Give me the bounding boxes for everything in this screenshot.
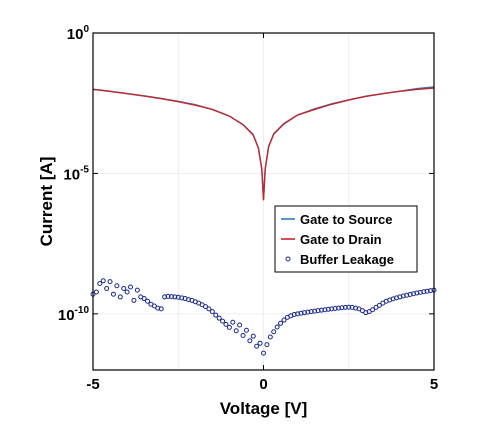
data-point [274, 324, 280, 330]
legend: Gate to Source Gate to Drain Buffer Leakag… [274, 205, 418, 273]
y-tick-base: 10 [67, 26, 84, 43]
data-point [250, 333, 256, 339]
tick-marks [92, 32, 435, 370]
data-point [278, 320, 284, 326]
data-point [308, 309, 314, 315]
data-point [376, 302, 382, 308]
y-tick-exponent: 0 [83, 24, 89, 35]
data-point [322, 307, 328, 313]
data-point [329, 306, 335, 312]
legend-label: Gate to Drain [300, 232, 382, 247]
y-tick-exponent: -5 [80, 164, 89, 175]
data-point [100, 278, 106, 284]
data-point [114, 283, 120, 289]
data-point [203, 304, 209, 310]
data-point [124, 289, 130, 295]
data-point [295, 311, 301, 317]
data-point [424, 288, 430, 294]
data-point [121, 285, 127, 291]
data-point [421, 289, 427, 295]
data-point [291, 311, 297, 317]
data-point [271, 329, 277, 335]
data-point [428, 288, 434, 294]
data-point [342, 304, 348, 310]
legend-marker-swatch [285, 256, 291, 262]
x-tick-label: -5 [86, 376, 99, 393]
data-point [243, 327, 249, 333]
data-point [97, 281, 103, 287]
series-gate-to-drain [92, 87, 435, 201]
data-point [220, 318, 226, 324]
x-tick-label: 5 [430, 376, 438, 393]
data-point [257, 340, 263, 346]
data-point [318, 307, 324, 313]
legend-label: Buffer Leakage [300, 252, 394, 267]
legend-box [274, 205, 418, 273]
y-tick-base: 10 [58, 307, 75, 324]
data-point [336, 305, 342, 311]
data-point [223, 321, 229, 327]
grid [93, 32, 434, 370]
data-point [298, 310, 304, 316]
legend-label: Gate to Source [300, 212, 392, 227]
data-point [158, 306, 164, 312]
data-point [209, 309, 215, 315]
data-point [151, 303, 157, 309]
data-point [93, 289, 99, 295]
y-tick-exponent: -10 [75, 305, 90, 316]
data-point [264, 342, 270, 348]
data-point [141, 296, 147, 302]
data-point [305, 309, 311, 315]
data-point [117, 294, 123, 300]
y-tick-label: 100 [67, 24, 90, 43]
data-point [226, 324, 232, 330]
data-point [172, 294, 178, 300]
y-axis-title: Current [A] [37, 157, 56, 247]
data-point [261, 350, 266, 356]
x-axis-title: Voltage [V] [220, 399, 308, 418]
series-line [92, 87, 435, 201]
data-point [131, 297, 137, 303]
data-point [230, 319, 236, 325]
data-point [145, 298, 151, 304]
data-point [168, 294, 174, 300]
data-point [128, 284, 134, 290]
data-point [301, 310, 307, 316]
data-point [332, 305, 338, 311]
series-buffer-leakage [90, 278, 437, 356]
y-tick-base: 10 [63, 166, 80, 183]
data-point [346, 304, 352, 310]
data-point [339, 305, 345, 311]
data-point [134, 287, 140, 293]
data-point [315, 308, 321, 314]
data-point [104, 285, 110, 291]
legend-item: Gate to Source [281, 212, 392, 227]
data-point [254, 343, 260, 349]
data-point [237, 322, 243, 328]
data-point [325, 306, 331, 312]
data-point [312, 308, 318, 314]
data-point [417, 289, 423, 295]
data-point [247, 338, 253, 344]
legend-item: Buffer Leakage [285, 252, 394, 267]
data-point [206, 306, 212, 312]
data-point [110, 291, 116, 297]
data-point [267, 334, 273, 340]
data-point [162, 294, 168, 300]
data-point [107, 279, 113, 285]
y-tick-label: 10-5 [63, 164, 89, 183]
data-point [216, 315, 222, 321]
series-layer [90, 86, 437, 356]
y-tick-label: 10-10 [58, 305, 90, 324]
data-point [165, 293, 171, 299]
data-point [370, 307, 376, 313]
data-point [233, 328, 239, 334]
legend-item: Gate to Drain [281, 232, 382, 247]
data-point [240, 332, 246, 338]
data-point [213, 312, 219, 318]
data-point [281, 317, 287, 323]
x-tick-label: 0 [259, 376, 267, 393]
